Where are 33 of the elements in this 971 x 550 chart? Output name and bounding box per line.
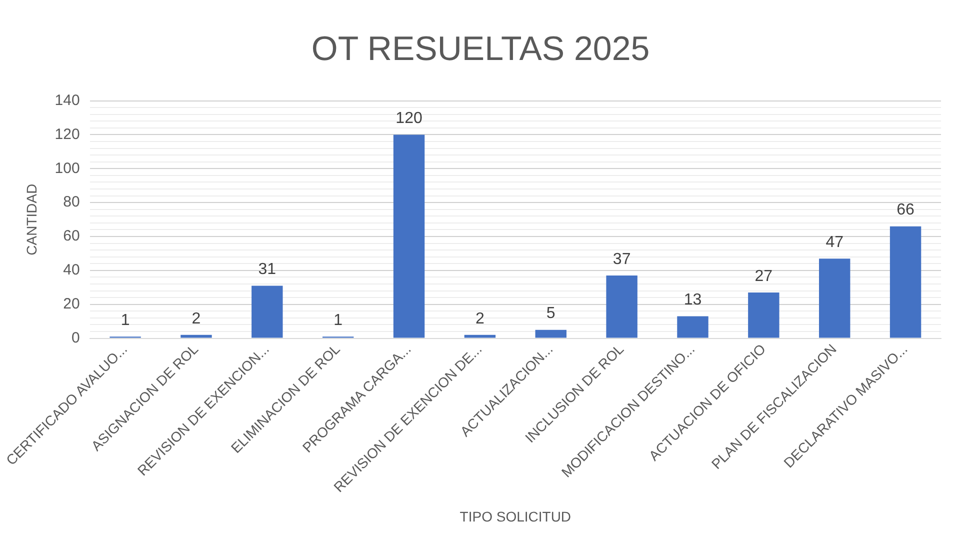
data-label: 2 [192,310,201,328]
bar [819,258,850,338]
bar [180,334,212,338]
data-label: 27 [754,268,773,285]
bar [464,334,496,338]
y-tick-label: 60 [63,228,80,245]
bar [393,134,425,338]
y-tick-label: 40 [63,262,80,279]
data-label: 47 [826,234,844,251]
bar [748,292,780,338]
data-label: 66 [896,202,915,219]
y-tick-label: 20 [63,296,80,313]
y-tick-label: 140 [54,92,80,109]
data-label: 120 [396,110,422,128]
x-axis-title: TIPO SOLICITUD [460,508,572,524]
data-label: 1 [120,312,130,330]
bar [677,316,708,338]
data-label: 5 [546,305,556,322]
data-label: 1 [334,312,343,330]
data-label: 31 [258,261,276,278]
data-label: 13 [684,292,702,309]
y-tick-label: 0 [71,329,80,346]
bar [252,286,283,338]
bar [535,330,566,338]
chart-title: OT RESUELTAS 2025 [311,30,650,68]
y-tick-label: 100 [54,160,80,177]
data-label: 2 [475,310,484,328]
bar [606,276,638,338]
bar [890,226,922,338]
y-axis-title: CANTIDAD [23,184,40,256]
y-tick-label: 80 [63,194,80,211]
y-tick-label: 120 [54,126,80,143]
data-label: 37 [612,250,631,268]
